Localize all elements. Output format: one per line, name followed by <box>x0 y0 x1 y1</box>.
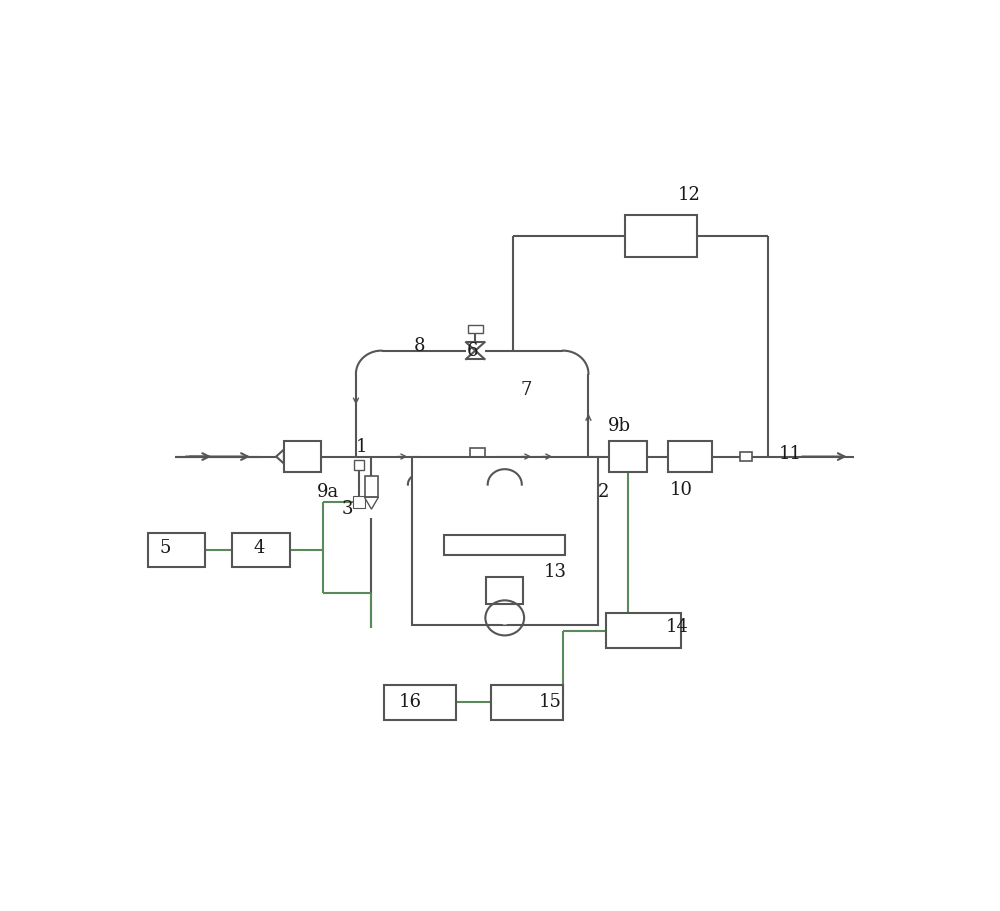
Text: 9b: 9b <box>608 417 631 435</box>
Text: 1: 1 <box>356 438 367 456</box>
Text: 16: 16 <box>399 693 422 711</box>
Bar <box>625 214 697 257</box>
Text: 15: 15 <box>538 693 561 711</box>
Text: 7: 7 <box>521 381 532 399</box>
Bar <box>365 476 378 497</box>
Text: 13: 13 <box>544 563 567 581</box>
Text: 8: 8 <box>414 337 425 354</box>
Text: 5: 5 <box>160 538 171 557</box>
Polygon shape <box>276 449 284 464</box>
Bar <box>444 535 565 555</box>
Polygon shape <box>364 497 378 509</box>
Bar <box>354 460 364 470</box>
Text: 2: 2 <box>598 483 610 501</box>
Bar <box>606 613 681 648</box>
Circle shape <box>499 612 511 623</box>
Bar <box>668 441 712 472</box>
Text: 10: 10 <box>670 480 693 498</box>
Bar <box>384 684 456 720</box>
Text: 4: 4 <box>253 538 265 557</box>
Bar <box>232 533 290 567</box>
Bar <box>412 456 598 625</box>
Bar <box>468 324 483 333</box>
Text: 9a: 9a <box>317 483 339 501</box>
Bar <box>148 533 205 567</box>
Bar <box>470 448 485 465</box>
Text: 6: 6 <box>466 343 478 361</box>
Bar <box>486 578 523 604</box>
Text: 14: 14 <box>666 618 689 636</box>
Bar <box>740 452 752 462</box>
Text: 11: 11 <box>778 445 801 464</box>
Text: 3: 3 <box>342 500 353 518</box>
Bar <box>491 684 563 720</box>
Bar <box>609 441 647 472</box>
Bar <box>353 496 365 508</box>
Text: 12: 12 <box>678 186 701 204</box>
Bar <box>284 441 321 472</box>
